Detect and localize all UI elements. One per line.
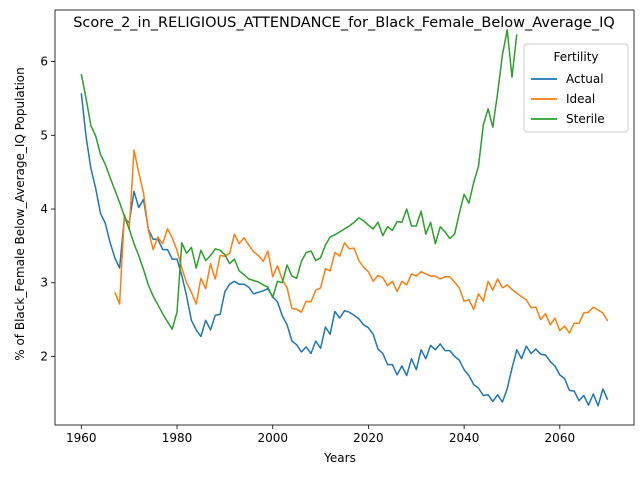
y-tick-label: 6	[40, 55, 48, 69]
series-line-actual	[80, 93, 609, 407]
y-tick-label: 5	[40, 128, 48, 142]
legend-label-sterile: Sterile	[566, 112, 605, 126]
legend-label-actual: Actual	[566, 72, 604, 86]
legend-label-ideal: Ideal	[566, 92, 595, 106]
y-tick-label: 2	[40, 349, 48, 363]
y-axis: 2 3 4 5 6	[40, 55, 55, 363]
x-tick-label: 1960	[66, 431, 97, 445]
x-tick-label: 2060	[545, 431, 576, 445]
x-tick-label: 2000	[257, 431, 288, 445]
x-tick-label: 1980	[162, 431, 193, 445]
plot-frame	[54, 9, 635, 426]
chart-title: Score_2_in_RELIGIOUS_ATTENDANCE_for_Blac…	[73, 15, 615, 31]
series-line-sterile	[80, 29, 518, 330]
y-tick-label: 3	[40, 276, 48, 290]
x-axis-label: Years	[323, 451, 356, 465]
y-tick-label: 4	[40, 202, 48, 216]
legend-title: Fertility	[553, 50, 598, 64]
plot-area	[80, 29, 609, 407]
x-tick-label: 2020	[353, 431, 384, 445]
y-axis-label: % of Black_Female Below_Average_IQ Popul…	[13, 67, 27, 361]
series-line-ideal	[114, 149, 609, 334]
legend-box	[523, 43, 629, 133]
x-tick-label: 2040	[449, 431, 480, 445]
x-axis: 1960 1980 2000 2020 2040 2060	[66, 425, 575, 445]
legend: Fertility Actual Ideal Sterile	[523, 43, 629, 133]
